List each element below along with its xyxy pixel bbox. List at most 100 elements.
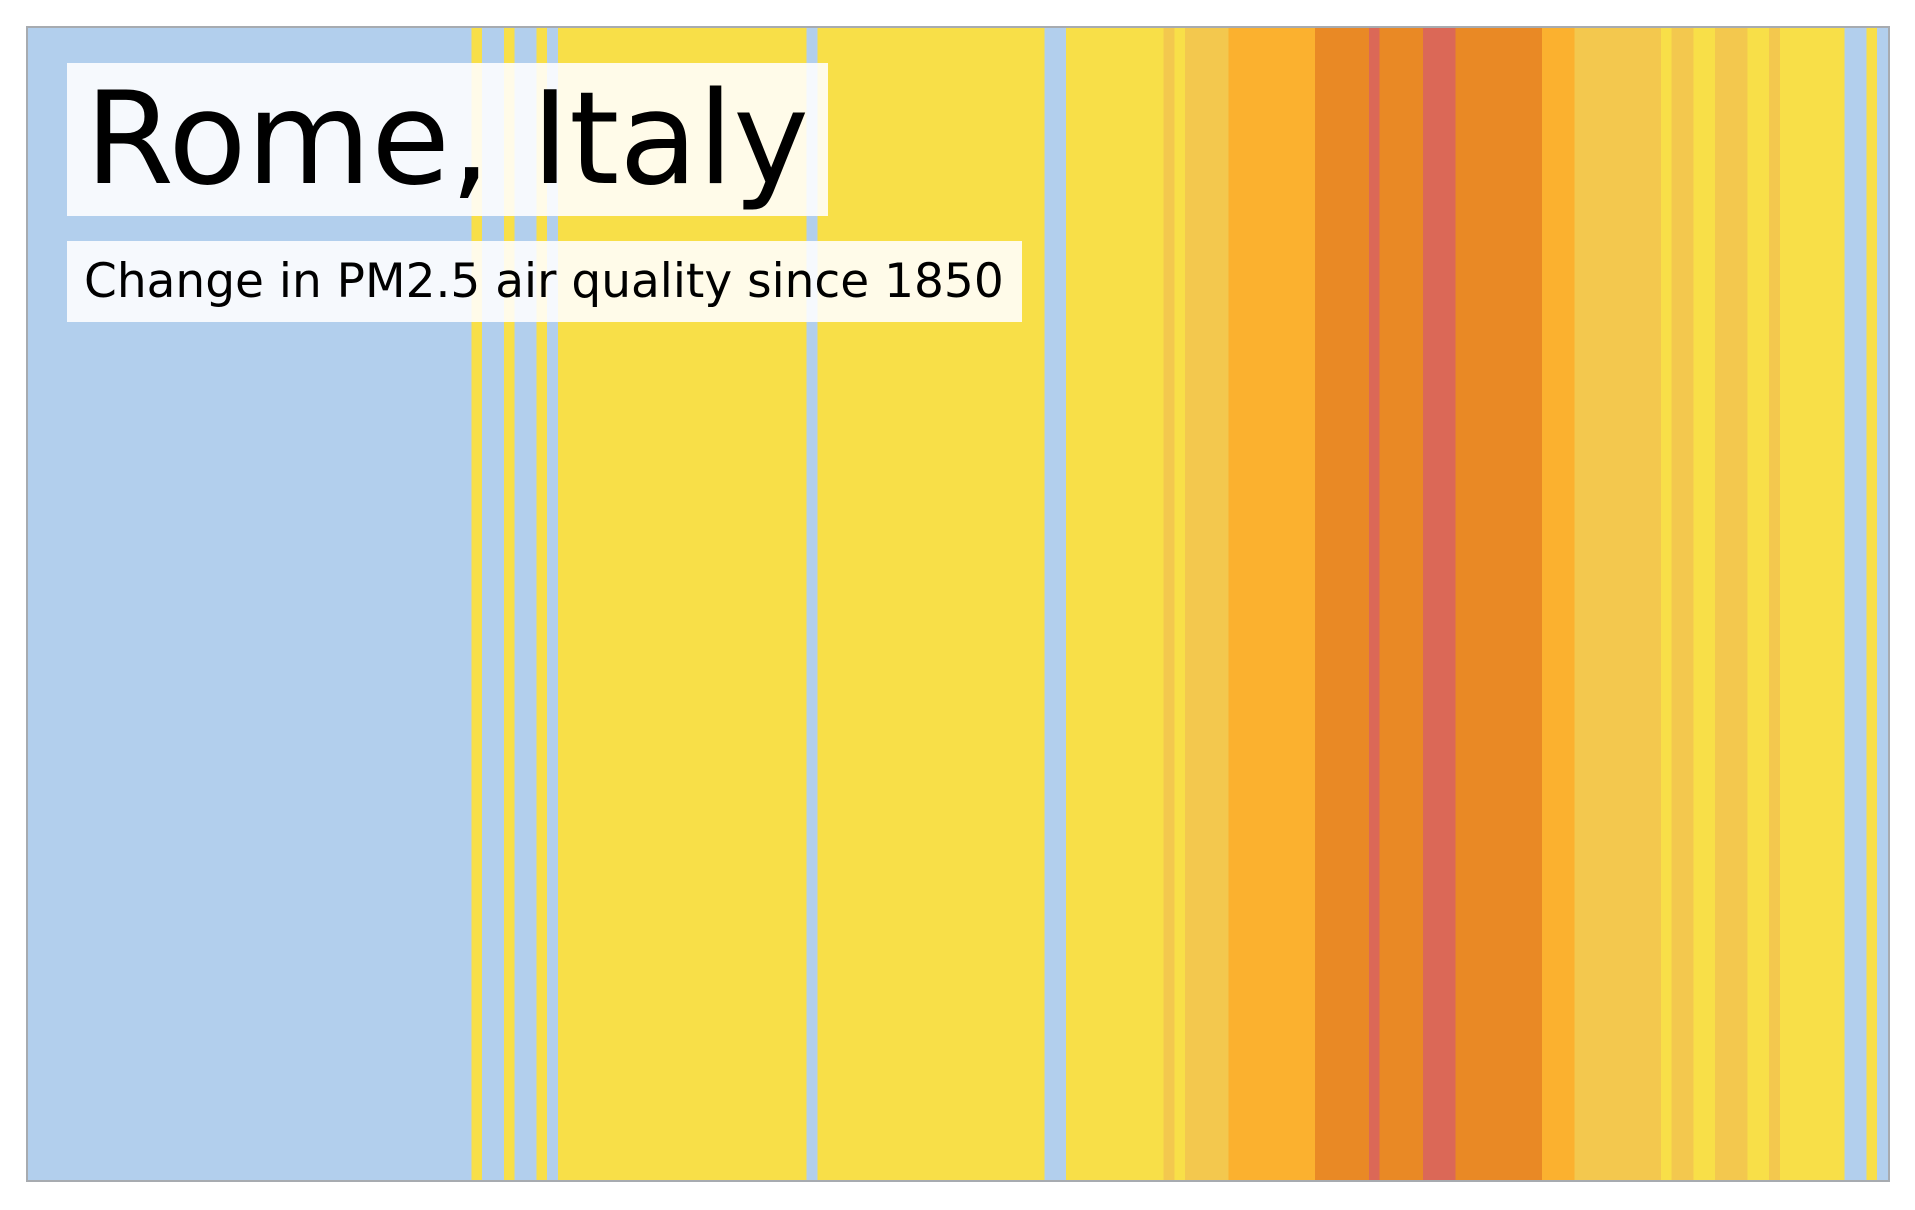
stripe-1962 — [1239, 28, 1251, 1180]
stripe-2015 — [1812, 28, 1824, 1180]
stripe-1976 — [1390, 28, 1402, 1180]
stripe-1966 — [1282, 28, 1294, 1180]
stripe-1877 — [319, 28, 332, 1180]
stripe-1927 — [860, 28, 873, 1180]
stripe-1855 — [82, 28, 94, 1180]
stripe-1943 — [1033, 28, 1046, 1180]
stripe-1928 — [871, 28, 883, 1180]
stripe-1926 — [849, 28, 862, 1180]
stripe-1944 — [1044, 28, 1056, 1180]
stripe-2016 — [1823, 28, 1835, 1180]
stripe-1987 — [1509, 28, 1521, 1180]
stripe-1951 — [1120, 28, 1132, 1180]
stripe-1881 — [363, 28, 375, 1180]
stripe-1883 — [384, 28, 397, 1180]
stripe-1957 — [1185, 28, 1197, 1180]
stripe-2021 — [1877, 28, 1888, 1180]
stripe-1867 — [211, 28, 224, 1180]
stripe-1946 — [1066, 28, 1078, 1180]
stripe-1910 — [676, 28, 689, 1180]
stripe-1988 — [1520, 28, 1532, 1180]
stripe-1903 — [601, 28, 613, 1180]
stripe-1905 — [622, 28, 635, 1180]
stripe-1940 — [1001, 28, 1013, 1180]
stripe-1889 — [449, 28, 462, 1180]
stripe-2000 — [1650, 28, 1662, 1180]
stripe-1916 — [741, 28, 754, 1180]
stripe-1941 — [1012, 28, 1024, 1180]
stripe-1857 — [103, 28, 116, 1180]
stripe-1875 — [298, 28, 310, 1180]
stripe-1894 — [503, 28, 516, 1180]
stripe-1994 — [1585, 28, 1597, 1180]
stripe-2020 — [1866, 28, 1878, 1180]
stripe-1915 — [730, 28, 743, 1180]
stripe-1909 — [666, 28, 678, 1180]
stripes-svg — [28, 28, 1888, 1180]
stripe-1880 — [352, 28, 364, 1180]
stripe-1964 — [1260, 28, 1273, 1180]
stripe-1884 — [395, 28, 408, 1180]
stripe-1938 — [979, 28, 992, 1180]
stripe-1929 — [882, 28, 894, 1180]
stripe-1972 — [1347, 28, 1359, 1180]
stripe-1977 — [1401, 28, 1413, 1180]
stripe-1896 — [525, 28, 537, 1180]
stripe-1873 — [276, 28, 289, 1180]
stripe-1918 — [763, 28, 775, 1180]
stripe-1870 — [244, 28, 256, 1180]
stripe-1985 — [1487, 28, 1500, 1180]
stripe-1864 — [179, 28, 191, 1180]
stripe-1959 — [1206, 28, 1219, 1180]
stripe-1900 — [568, 28, 581, 1180]
stripe-2008 — [1736, 28, 1749, 1180]
stripe-1868 — [222, 28, 235, 1180]
stripe-1882 — [374, 28, 386, 1180]
stripe-1860 — [136, 28, 148, 1180]
stripe-1853 — [60, 28, 72, 1180]
stripe-1936 — [958, 28, 970, 1180]
stripe-1861 — [146, 28, 159, 1180]
stripe-1893 — [493, 28, 505, 1180]
stripe-1904 — [611, 28, 624, 1180]
stripe-1970 — [1325, 28, 1338, 1180]
stripe-1921 — [795, 28, 808, 1180]
stripe-1937 — [968, 28, 981, 1180]
stripe-1993 — [1574, 28, 1586, 1180]
stripe-1965 — [1271, 28, 1284, 1180]
stripe-1984 — [1477, 28, 1489, 1180]
stripe-1992 — [1563, 28, 1575, 1180]
stripe-1948 — [1087, 28, 1100, 1180]
stripe-1990 — [1541, 28, 1554, 1180]
stripe-1886 — [417, 28, 429, 1180]
stripe-1950 — [1109, 28, 1121, 1180]
stripe-1942 — [1022, 28, 1035, 1180]
stripe-1862 — [157, 28, 170, 1180]
stripe-1998 — [1628, 28, 1640, 1180]
stripe-1885 — [406, 28, 418, 1180]
stripe-1983 — [1466, 28, 1478, 1180]
stripe-1969 — [1314, 28, 1327, 1180]
warming-stripes-plot — [26, 26, 1890, 1182]
stripe-1891 — [471, 28, 483, 1180]
stripe-1996 — [1606, 28, 1619, 1180]
stripe-1973 — [1358, 28, 1370, 1180]
stripe-1960 — [1217, 28, 1229, 1180]
stripe-1980 — [1433, 28, 1446, 1180]
stripe-1897 — [536, 28, 548, 1180]
stripe-1899 — [557, 28, 570, 1180]
stripe-1854 — [71, 28, 83, 1180]
stripe-1874 — [287, 28, 299, 1180]
stripe-1997 — [1617, 28, 1630, 1180]
stripe-1865 — [190, 28, 202, 1180]
stripe-1906 — [633, 28, 645, 1180]
stripe-1956 — [1174, 28, 1186, 1180]
stripe-1876 — [309, 28, 321, 1180]
stripe-2011 — [1769, 28, 1781, 1180]
stripe-1991 — [1552, 28, 1565, 1180]
stripe-2009 — [1747, 28, 1759, 1180]
stripe-1920 — [784, 28, 797, 1180]
stripe-1898 — [547, 28, 559, 1180]
stripe-1930 — [893, 28, 905, 1180]
